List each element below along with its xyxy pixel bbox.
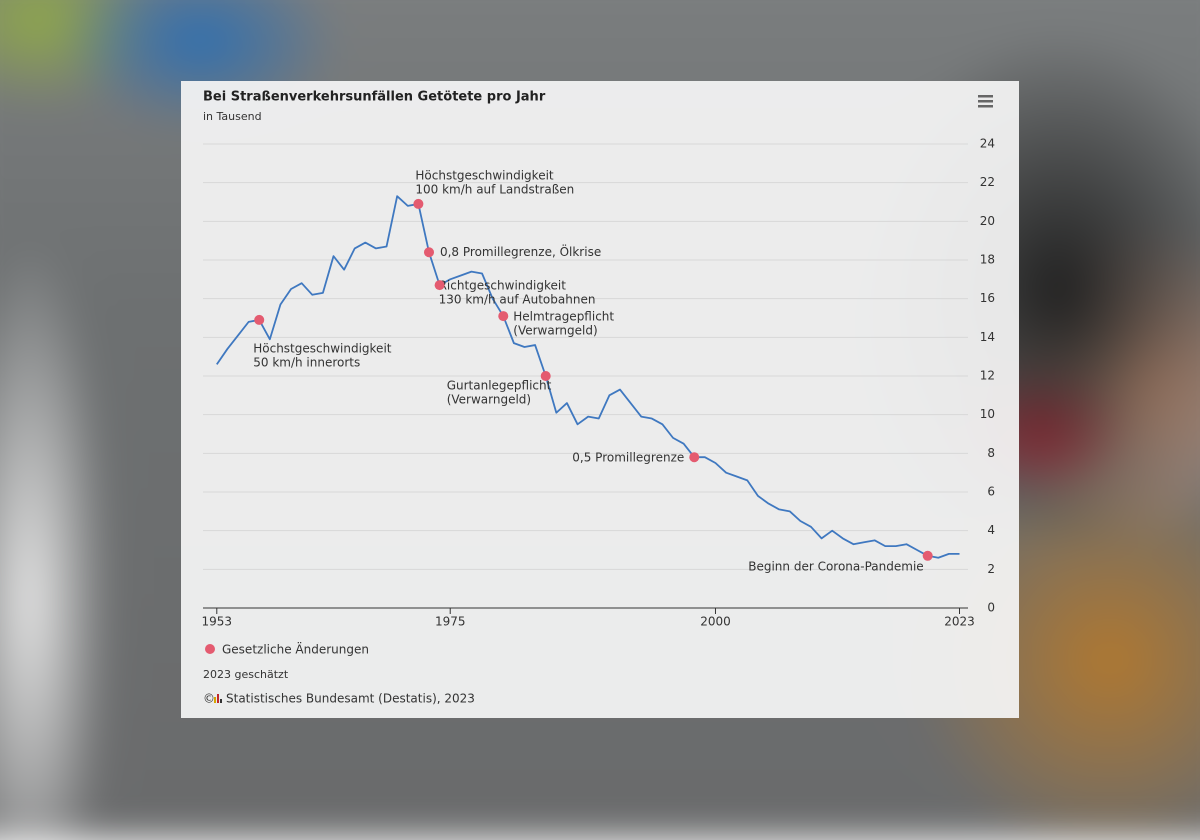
menu-bar[interactable] [978,95,993,98]
event-marker [498,311,509,322]
annotation: 0,8 Promillegrenze, Ölkrise [440,243,601,259]
y-tick-label: 6 [987,485,995,499]
y-tick-label: 4 [987,523,995,537]
chart: Bei Straßenverkehrsunfällen Getötete pro… [202,90,995,706]
annotation: 130 km/h auf Autobahnen [439,293,596,307]
y-tick-label: 0 [987,601,995,615]
event-marker [434,280,445,291]
data-line [216,195,960,559]
legend-marker [205,644,215,654]
chart-subtitle: in Tausend [203,110,262,123]
annotation: 0,5 Promillegrenze [572,451,684,465]
annotation: (Verwarngeld) [447,393,531,407]
event-marker [540,371,551,381]
chart-title: Bei Straßenverkehrsunfällen Getötete pro… [203,90,546,105]
annotation: Richtgeschwindigkeit [439,279,567,293]
menu-button[interactable] [976,92,994,110]
y-tick-label: 2 [987,562,995,576]
event-marker [922,550,933,561]
legend-label: Gesetzliche Änderungen [222,642,369,657]
annotation: 100 km/h auf Landstraßen [415,182,574,196]
source: Statistisches Bundesamt (Destatis), 2023 [226,692,475,706]
y-tick-label: 16 [980,291,995,305]
y-tick-label: 18 [980,253,995,267]
event-marker [423,247,434,258]
annotation: Helmtragepflicht [513,310,614,324]
logo-bar [220,699,222,703]
annotation: Höchstgeschwindigkeit [253,341,392,355]
y-tick-label: 10 [980,407,995,421]
x-tick-label: 1975 [435,615,466,629]
event-marker [689,452,700,463]
logo-bar [214,697,216,703]
logo-bar [217,694,219,703]
chart-panel [181,81,1019,718]
note: 2023 geschätzt [203,668,289,681]
annotation: Beginn der Corona-Pandemie [748,559,923,573]
x-tick-label: 1953 [202,615,233,629]
x-tick-label: 2023 [944,615,975,629]
event-marker [254,314,265,325]
annotation: (Verwarngeld) [513,324,597,338]
y-tick-label: 20 [980,214,995,228]
event-marker [413,198,424,209]
y-tick-label: 22 [980,175,995,189]
annotation: 50 km/h innerorts [253,355,360,369]
copyright: © [203,692,215,706]
menu-bar[interactable] [978,100,993,103]
source-logo [214,694,222,703]
annotation: Gurtanlegepflicht [447,379,552,393]
y-tick-label: 24 [980,137,995,151]
annotation: Höchstgeschwindigkeit [415,168,554,182]
y-tick-label: 12 [980,369,995,383]
menu-bar[interactable] [978,105,993,108]
y-tick-label: 14 [980,330,995,344]
x-tick-label: 2000 [700,615,731,629]
y-tick-label: 8 [987,446,995,460]
